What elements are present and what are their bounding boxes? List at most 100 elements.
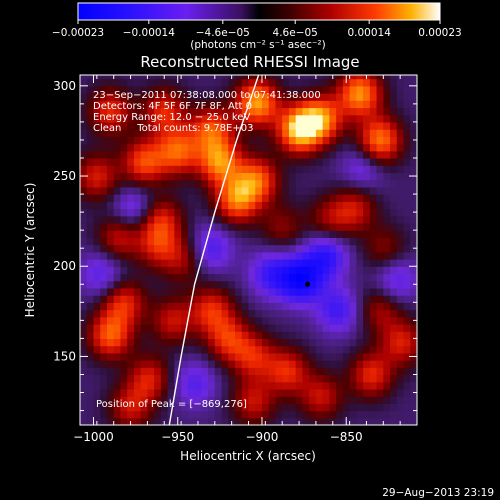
heatmap-cell (106, 338, 115, 347)
heatmap-cell (403, 208, 411, 217)
heatmap-cell (369, 121, 378, 130)
heatmap-cell (221, 157, 229, 166)
x-axis-label: Heliocentric X (arcsec) (180, 449, 316, 463)
heatmap-cell (410, 150, 417, 159)
heatmap-cell (356, 201, 364, 210)
heatmap-cell (336, 266, 344, 275)
heatmap-cell (410, 114, 417, 123)
heatmap-cell (248, 287, 256, 296)
heatmap-cell (396, 396, 405, 404)
heatmap-cell (106, 201, 115, 210)
heatmap-cell (208, 186, 216, 195)
heatmap-cell (160, 194, 169, 202)
heatmap-cell (336, 230, 344, 238)
heatmap-cell (113, 136, 122, 145)
heatmap-cell (349, 251, 357, 260)
heatmap-cell (295, 93, 304, 101)
heatmap-cell (302, 186, 310, 195)
heatmap-cell (127, 143, 135, 152)
heatmap-cell (322, 186, 330, 195)
peak-position-label: Position of Peak = [−869,276] (96, 399, 247, 410)
heatmap-cell (363, 381, 371, 390)
heatmap-cell (309, 374, 317, 383)
heatmap-cell (133, 201, 142, 210)
heatmap-cell (396, 381, 405, 390)
heatmap-cell (127, 338, 135, 347)
heatmap-cell (376, 237, 384, 246)
heatmap-cell (208, 114, 216, 123)
heatmap-cell (228, 107, 236, 116)
heatmap-cell (275, 417, 283, 425)
heatmap-cell (201, 266, 209, 275)
heatmap-cell (363, 208, 371, 217)
heatmap-cell (93, 215, 101, 224)
heatmap-cell (167, 194, 175, 202)
heatmap-cell (282, 331, 290, 340)
heatmap-cell (282, 150, 290, 159)
heatmap-cell (275, 150, 283, 159)
heatmap-cell (140, 230, 148, 238)
heatmap-cell (86, 403, 95, 412)
heatmap-cell (160, 295, 169, 303)
heatmap-cell (201, 417, 209, 425)
heatmap-cell (268, 374, 277, 383)
heatmap-cell (288, 121, 297, 130)
heatmap-cell (181, 295, 189, 303)
heatmap-cell (248, 367, 256, 376)
heatmap-cell (120, 251, 128, 260)
heatmap-cell (268, 403, 277, 412)
heatmap-cell (154, 331, 162, 340)
heatmap-cell (315, 309, 324, 318)
heatmap-cell (302, 302, 310, 311)
heatmap-cell (295, 388, 304, 397)
heatmap-cell (120, 172, 128, 181)
heatmap-cell (383, 410, 391, 419)
heatmap-cell (342, 157, 351, 166)
heatmap-cell (106, 93, 115, 101)
heatmap-cell (403, 121, 411, 130)
heatmap-cell (255, 280, 263, 289)
heatmap-cell (275, 201, 283, 210)
heatmap-cell (228, 259, 236, 267)
heatmap-cell (133, 367, 142, 376)
heatmap-cell (80, 107, 88, 116)
heatmap-cell (194, 331, 202, 340)
heatmap-cell (390, 114, 398, 123)
heatmap-cell (261, 403, 270, 412)
heatmap-cell (376, 129, 384, 137)
heatmap-cell (282, 172, 290, 181)
heatmap-cell (288, 345, 297, 354)
heatmap-cell (369, 345, 378, 354)
heatmap-cell (100, 367, 108, 376)
heatmap-cell (235, 85, 243, 94)
heatmap-cell (106, 208, 115, 217)
heatmap-cell (349, 316, 357, 325)
heatmap-cell (322, 266, 330, 275)
heatmap-cell (208, 143, 216, 152)
heatmap-cell (288, 215, 297, 224)
heatmap-cell (322, 287, 330, 296)
heatmap-cell (241, 186, 250, 195)
heatmap-cell (315, 273, 324, 282)
heatmap-cell (356, 222, 364, 231)
heatmap-cell (349, 381, 357, 390)
heatmap-cell (80, 259, 88, 267)
heatmap-cell (322, 172, 330, 181)
heatmap-cell (376, 201, 384, 210)
heatmap-cell (181, 157, 189, 166)
heatmap-cell (93, 222, 101, 231)
heatmap-cell (201, 194, 209, 202)
heatmap-cell (100, 403, 108, 412)
heatmap-cell (221, 417, 229, 425)
heatmap-cell (214, 316, 223, 325)
heatmap-cell (93, 360, 101, 368)
colorbar-tick-label: 4.6e−05 (273, 27, 318, 39)
heatmap-cell (261, 360, 270, 368)
heatmap-cell (86, 381, 95, 390)
heatmap-cell (214, 388, 223, 397)
heatmap-cell (248, 150, 256, 159)
heatmap-cell (160, 302, 169, 311)
heatmap-cell (342, 85, 351, 94)
heatmap-cell (86, 367, 95, 376)
heatmap-cell (363, 201, 371, 210)
